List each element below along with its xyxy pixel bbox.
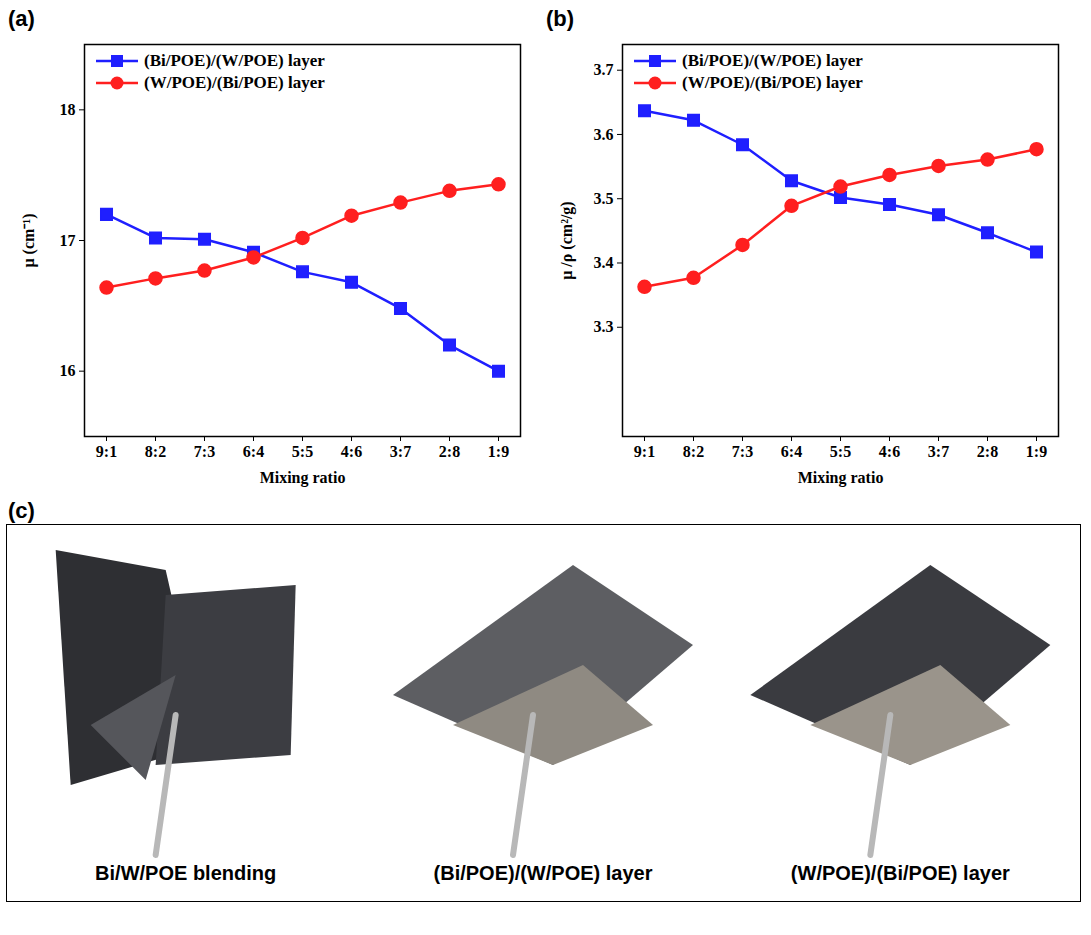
svg-text:5:5: 5:5 — [292, 443, 313, 460]
svg-text:5:5: 5:5 — [830, 443, 851, 460]
html-text:(a): (a) — [8, 6, 35, 31]
svg-text:3.4: 3.4 — [594, 254, 614, 271]
svg-text:3.5: 3.5 — [594, 190, 614, 207]
svg-text:3.7: 3.7 — [594, 61, 614, 78]
svg-text:Mixing ratio: Mixing ratio — [260, 469, 346, 487]
svg-text:16: 16 — [60, 362, 76, 379]
svg-text:1:9: 1:9 — [488, 443, 509, 460]
svg-text:8:2: 8:2 — [683, 443, 704, 460]
svg-text:μ /ρ (cm²/g): μ /ρ (cm²/g) — [558, 201, 576, 279]
svg-text:Bi/W/POE blending: Bi/W/POE blending — [95, 862, 276, 884]
svg-text:17: 17 — [60, 232, 76, 249]
svg-text:6:4: 6:4 — [781, 443, 802, 460]
html-text:(c): (c) — [8, 498, 35, 523]
svg-text:(W/POE)/(Bi/POE) layer: (W/POE)/(Bi/POE) layer — [791, 862, 1010, 884]
svg-text:18: 18 — [60, 101, 76, 118]
svg-text:6:4: 6:4 — [243, 443, 264, 460]
svg-text:8:2: 8:2 — [145, 443, 166, 460]
svg-text:9:1: 9:1 — [634, 443, 655, 460]
svg-text:2:8: 2:8 — [977, 443, 998, 460]
svg-text:7:3: 7:3 — [194, 443, 215, 460]
svg-text:μ (cm⁻¹): μ (cm⁻¹) — [20, 214, 38, 268]
svg-text:1:9: 1:9 — [1026, 443, 1047, 460]
svg-text:2:8: 2:8 — [439, 443, 460, 460]
html-text:(W/POE)/(Bi/POE) layer: (W/POE)/(Bi/POE) layer — [682, 73, 863, 92]
svg-text:4:6: 4:6 — [879, 443, 900, 460]
svg-text:Mixing ratio: Mixing ratio — [798, 469, 884, 487]
svg-text:3.6: 3.6 — [594, 126, 614, 143]
svg-text:9:1: 9:1 — [96, 443, 117, 460]
html-text:(W/POE)/(Bi/POE) layer: (W/POE)/(Bi/POE) layer — [144, 73, 325, 92]
html-text:(Bi/POE)/(W/POE) layer: (Bi/POE)/(W/POE) layer — [144, 51, 325, 70]
svg-text:(Bi/POE)/(W/POE) layer: (Bi/POE)/(W/POE) layer — [434, 862, 653, 884]
svg-text:3:7: 3:7 — [928, 443, 949, 460]
html-text:(b): (b) — [546, 6, 575, 31]
svg-text:3:7: 3:7 — [390, 443, 411, 460]
svg-text:4:6: 4:6 — [341, 443, 362, 460]
svg-text:3.3: 3.3 — [594, 318, 614, 335]
svg-text:7:3: 7:3 — [732, 443, 753, 460]
html-text:(Bi/POE)/(W/POE) layer: (Bi/POE)/(W/POE) layer — [682, 51, 863, 70]
